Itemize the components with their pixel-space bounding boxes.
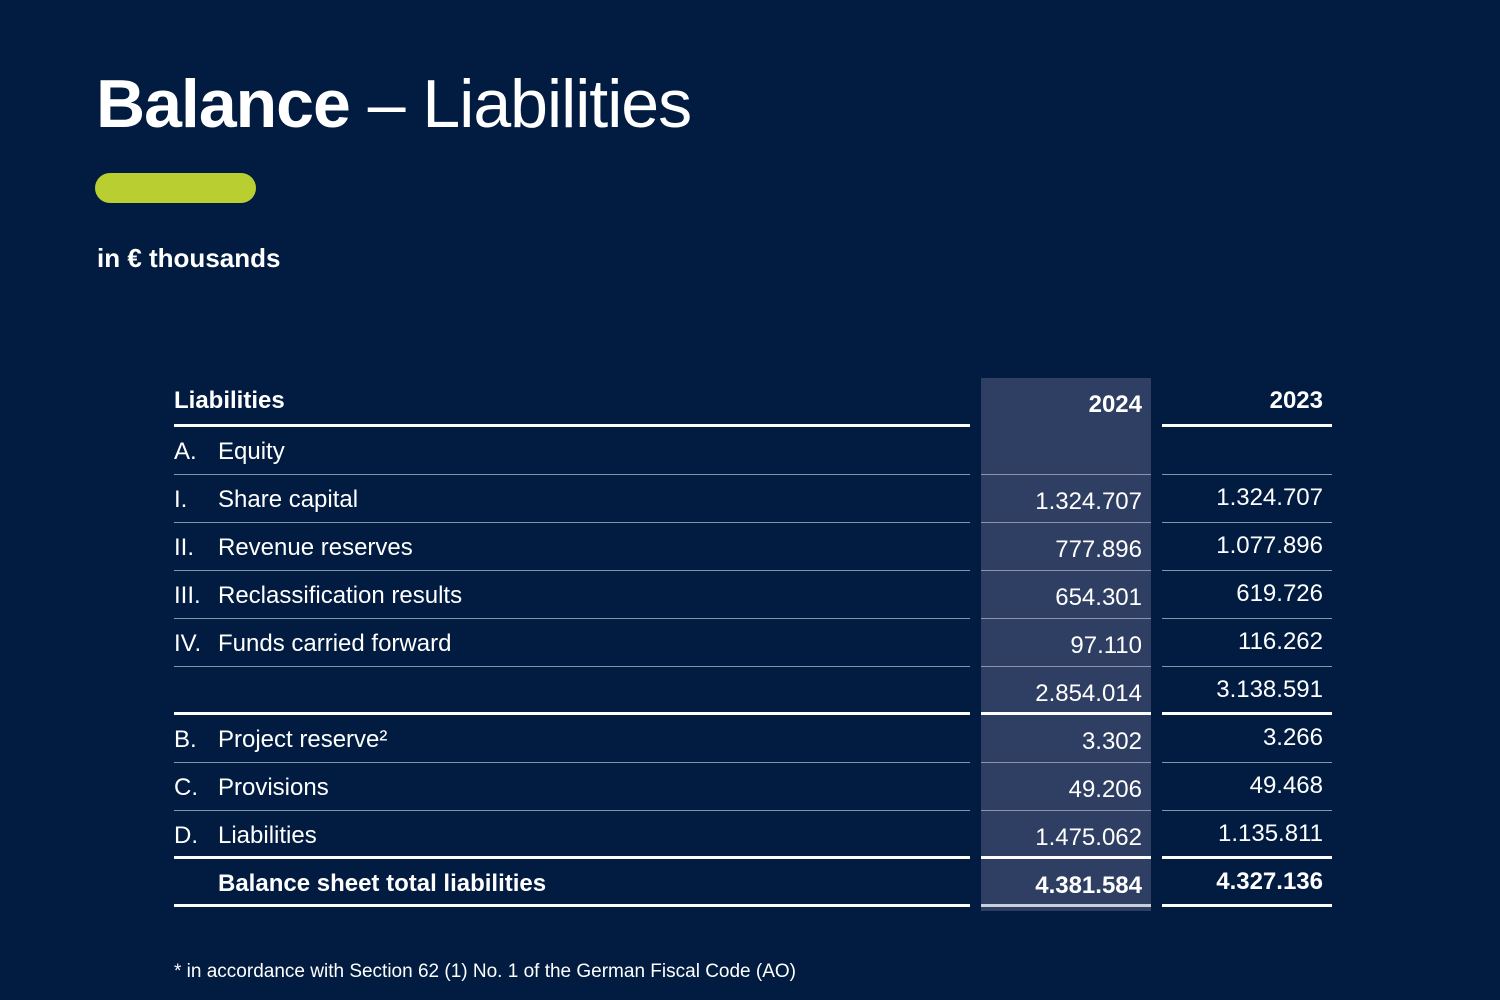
row-label: Liabilities bbox=[218, 822, 317, 849]
row-number: A. bbox=[174, 438, 197, 465]
row-value-2023: 1.135.811 bbox=[1218, 820, 1323, 847]
row-value-2023: 49.468 bbox=[1249, 772, 1323, 799]
row-label-cell: D. Liabilities bbox=[174, 811, 970, 859]
table-row: D. Liabilities 1.475.062 1.135.811 bbox=[174, 811, 1332, 859]
row-label-cell: I. Share capital bbox=[174, 475, 970, 523]
highlight-column-2024 bbox=[981, 378, 1151, 911]
table-row: IV. Funds carried forward 97.110 116.262 bbox=[174, 619, 1332, 667]
row-value-2024-cell: 2.854.014 bbox=[981, 667, 1151, 715]
row-label-cell: C. Provisions bbox=[174, 763, 970, 811]
page-title: Balance – Liabilities bbox=[96, 66, 692, 142]
row-label-cell bbox=[174, 667, 970, 715]
row-label: Reclassification results bbox=[218, 582, 463, 609]
row-value-2023-cell bbox=[1162, 427, 1332, 475]
table-header-row: Liabilities 2024 2023 bbox=[174, 378, 1332, 427]
row-value-2023-cell: 1.135.811 bbox=[1162, 811, 1332, 859]
row-label: Share capital bbox=[218, 486, 359, 513]
row-number: C. bbox=[174, 774, 198, 801]
row-value-2023-cell: 3.266 bbox=[1162, 715, 1332, 763]
row-label-cell: A. Equity bbox=[174, 427, 970, 475]
total-label: Balance sheet total liabilities bbox=[218, 870, 547, 897]
row-value-2024: 654.301 bbox=[1055, 584, 1142, 611]
title-rest: – Liabilities bbox=[349, 66, 692, 142]
row-value-2024: 2.854.014 bbox=[1035, 680, 1142, 707]
row-value-2024-cell: 3.302 bbox=[981, 715, 1151, 763]
row-value-2024: 1.475.062 bbox=[1035, 824, 1142, 851]
header-2023: 2023 bbox=[1269, 387, 1323, 414]
header-cell-2023: 2023 bbox=[1162, 378, 1332, 427]
table-row: B. Project reserve² 3.302 3.266 bbox=[174, 715, 1332, 763]
row-label-cell: III. Reclassification results bbox=[174, 571, 970, 619]
row-value-2024: 3.302 bbox=[1081, 728, 1142, 755]
row-label: Project reserve² bbox=[218, 726, 388, 753]
footnote: * in accordance with Section 62 (1) No. … bbox=[174, 961, 796, 982]
row-value-2024-cell bbox=[981, 427, 1151, 475]
row-value-2024-cell: 654.301 bbox=[981, 571, 1151, 619]
table-row: I. Share capital 1.324.707 1.324.707 bbox=[174, 475, 1332, 523]
row-number: I. bbox=[174, 486, 188, 513]
table-row: II. Revenue reserves 777.896 1.077.896 bbox=[174, 523, 1332, 571]
row-value-2023: 619.726 bbox=[1236, 580, 1323, 607]
table-row: III. Reclassification results 654.301 619… bbox=[174, 571, 1332, 619]
total-2023: 4.327.136 bbox=[1216, 868, 1323, 895]
row-label: Equity bbox=[218, 438, 285, 465]
row-value-2024: 1.324.707 bbox=[1035, 488, 1142, 515]
row-value-2023-cell: 3.138.591 bbox=[1162, 667, 1332, 715]
row-label-cell: IV. Funds carried forward bbox=[174, 619, 970, 667]
row-value-2024: 777.896 bbox=[1055, 536, 1142, 563]
row-label-cell: II. Revenue reserves bbox=[174, 523, 970, 571]
row-value-2024-cell: 49.206 bbox=[981, 763, 1151, 811]
row-value-2023-cell: 619.726 bbox=[1162, 571, 1332, 619]
table-row: A. Equity bbox=[174, 427, 1332, 475]
unit-label: in € thousands bbox=[97, 243, 281, 273]
row-label: Funds carried forward bbox=[218, 630, 452, 657]
row-value-2024-cell: 777.896 bbox=[981, 523, 1151, 571]
title-bold: Balance bbox=[96, 66, 351, 142]
row-number: B. bbox=[174, 726, 197, 753]
header-cell-label: Liabilities bbox=[174, 378, 970, 427]
row-value-2024-cell: 1.324.707 bbox=[981, 475, 1151, 523]
header-label: Liabilities bbox=[174, 387, 285, 414]
row-number: III. bbox=[174, 582, 201, 609]
table-row: C. Provisions 49.206 49.468 bbox=[174, 763, 1332, 811]
total-2024-cell: 4.381.584 bbox=[981, 859, 1151, 907]
row-value-2023-cell: 116.262 bbox=[1162, 619, 1332, 667]
equity-subtotal-row: 2.854.014 3.138.591 bbox=[174, 667, 1332, 715]
row-value-2024: 97.110 bbox=[1070, 632, 1142, 659]
row-label-cell: B. Project reserve² bbox=[174, 715, 970, 763]
row-value-2024-cell: 97.110 bbox=[981, 619, 1151, 667]
row-value-2023-cell: 1.077.896 bbox=[1162, 523, 1332, 571]
row-value-2023: 1.077.896 bbox=[1216, 532, 1323, 559]
total-2024: 4.381.584 bbox=[1035, 872, 1142, 899]
liabilities-table: Liabilities 2024 2023 A. Equity I. Share c… bbox=[174, 378, 1332, 907]
header-2024: 2024 bbox=[1088, 391, 1142, 418]
row-label: Provisions bbox=[218, 774, 329, 801]
header-cell-2024: 2024 bbox=[981, 378, 1151, 427]
row-number: D. bbox=[174, 822, 198, 849]
row-value-2024: 49.206 bbox=[1068, 776, 1142, 803]
row-value-2023: 3.138.591 bbox=[1216, 676, 1323, 703]
row-label: Revenue reserves bbox=[218, 534, 413, 561]
row-value-2023-cell: 49.468 bbox=[1162, 763, 1332, 811]
accent-bar bbox=[95, 173, 256, 203]
row-value-2023: 116.262 bbox=[1238, 628, 1323, 655]
row-value-2023-cell: 1.324.707 bbox=[1162, 475, 1332, 523]
row-number: II. bbox=[174, 534, 195, 561]
total-row: Balance sheet total liabilities 4.381.58… bbox=[174, 859, 1332, 907]
row-number: IV. bbox=[174, 630, 202, 657]
row-value-2024-cell: 1.475.062 bbox=[981, 811, 1151, 859]
total-2023-cell: 4.327.136 bbox=[1162, 859, 1332, 907]
row-value-2023: 3.266 bbox=[1262, 724, 1323, 751]
row-value-2023: 1.324.707 bbox=[1216, 484, 1323, 511]
total-label-cell: Balance sheet total liabilities bbox=[174, 859, 970, 907]
